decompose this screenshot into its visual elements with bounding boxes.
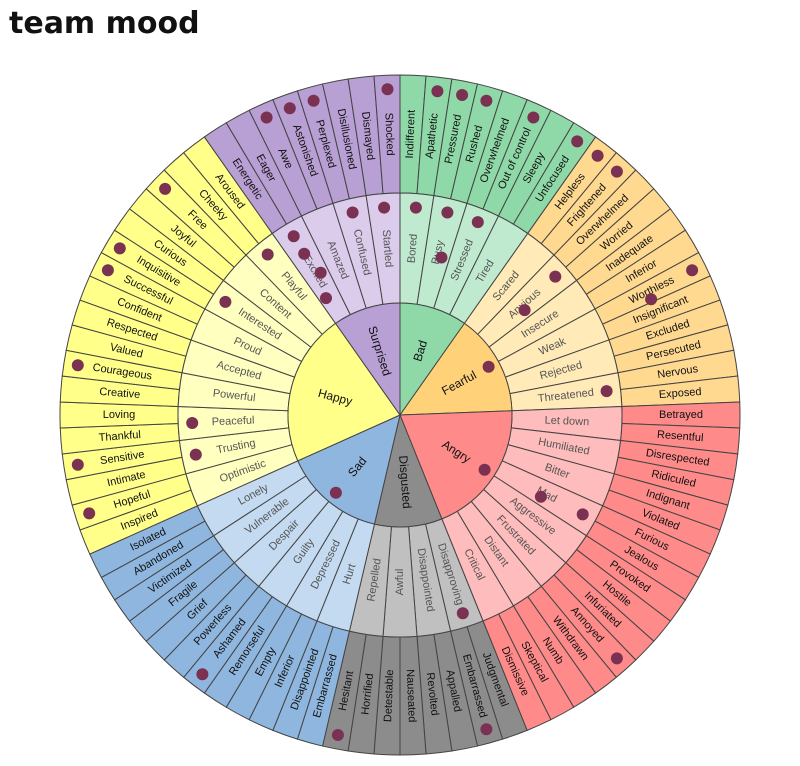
core-label-bad: Bad (410, 339, 430, 364)
core-segment-sad[interactable] (297, 414, 401, 525)
secondary-label-hurt: Hurt (341, 562, 359, 585)
page-title: team mood (9, 6, 200, 41)
vote-marker-anxious (518, 304, 531, 317)
vote-marker-rushed (480, 94, 493, 107)
vote-markers (71, 83, 699, 741)
vote-marker-hopeful (83, 507, 96, 520)
vote-marker-anxious (549, 270, 562, 283)
tertiary-label-indifferent: Indifferent (404, 110, 418, 159)
tertiary-label-detestable: Detestable (382, 669, 396, 722)
tertiary-label-horrified: Horrified (359, 673, 376, 716)
vote-marker-stressed (471, 216, 484, 229)
tertiary-label-creative: Creative (99, 386, 141, 401)
vote-marker-helpless (591, 149, 604, 162)
vote-marker-disapproving (456, 607, 469, 620)
vote-marker-startled (378, 201, 391, 214)
secondary-label-startled: Startled (380, 229, 395, 268)
vote-marker-astonished (283, 102, 296, 115)
vote-marker-hesitant (331, 729, 344, 741)
tertiary-label-apathetic: Apathetic (424, 112, 441, 159)
vote-marker-interested (219, 295, 232, 308)
core-segment-angry[interactable] (399, 410, 513, 520)
vote-marker-worthless (686, 264, 699, 277)
vote-marker-unfocused (571, 135, 584, 148)
core-segment-happy[interactable] (287, 322, 401, 462)
tertiary-label-loving: Loving (103, 409, 135, 421)
vote-marker-playful (261, 248, 274, 261)
tertiary-label-thankful: Thankful (98, 429, 141, 444)
vote-marker-awe (260, 111, 273, 124)
vote-marker-courageous (71, 359, 84, 372)
tertiary-label-betrayed: Betrayed (659, 409, 703, 421)
vote-marker-mad (534, 490, 547, 503)
core-segment-surprised[interactable] (334, 302, 401, 417)
vote-marker-excited (314, 266, 327, 279)
vote-marker-out-of-control (527, 111, 540, 124)
vote-marker-trusting (189, 448, 202, 461)
vote-marker-pressured (456, 89, 469, 101)
vote-marker-bored (409, 201, 422, 214)
core-segment-fearful[interactable] (399, 322, 513, 416)
vote-marker-excited (320, 292, 332, 305)
tertiary-label-nauseated: Nauseated (404, 669, 418, 723)
wheel-segments (59, 74, 741, 756)
vote-marker-sensitive (71, 458, 84, 471)
vote-marker-apathetic (431, 85, 444, 98)
vote-marker-mad (576, 508, 589, 521)
secondary-label-bored: Bored (406, 233, 420, 263)
vote-marker-fearful (482, 360, 495, 373)
vote-marker-excited (287, 230, 300, 243)
tertiary-label-exposed: Exposed (658, 386, 702, 401)
vote-marker-shocked (381, 83, 394, 96)
vote-marker-excited (298, 247, 311, 260)
vote-marker-confused (346, 206, 359, 219)
secondary-label-powerful: Powerful (212, 387, 256, 404)
secondary-label-let-down: Let down (544, 415, 589, 429)
vote-marker-inquisitive (113, 242, 126, 255)
vote-marker-frightened (610, 165, 623, 178)
tertiary-label-resentful: Resentful (657, 429, 704, 445)
vote-marker-busy (441, 206, 454, 219)
vote-marker-embarrassed (480, 723, 493, 736)
vote-marker-worthless (645, 293, 658, 306)
core-label-disgusted: Disgusted (396, 455, 414, 509)
vote-marker-threatened (600, 385, 613, 398)
vote-marker-perplexed (307, 94, 320, 107)
vote-marker-free (159, 182, 172, 195)
secondary-label-peaceful: Peaceful (211, 415, 254, 429)
vote-marker-sad (329, 486, 342, 499)
vote-marker-busy (435, 251, 448, 264)
tertiary-label-revolted: Revolted (424, 672, 441, 717)
tertiary-label-dismayed: Dismayed (359, 111, 377, 161)
vote-marker-successful (101, 264, 114, 277)
tertiary-label-shocked: Shocked (382, 113, 396, 156)
secondary-label-awful: Awful (394, 569, 406, 596)
vote-marker-peaceful (186, 417, 199, 429)
vote-marker-annoyed (610, 652, 623, 665)
vote-marker-angry (478, 463, 491, 476)
vote-marker-ashamed (196, 668, 209, 681)
